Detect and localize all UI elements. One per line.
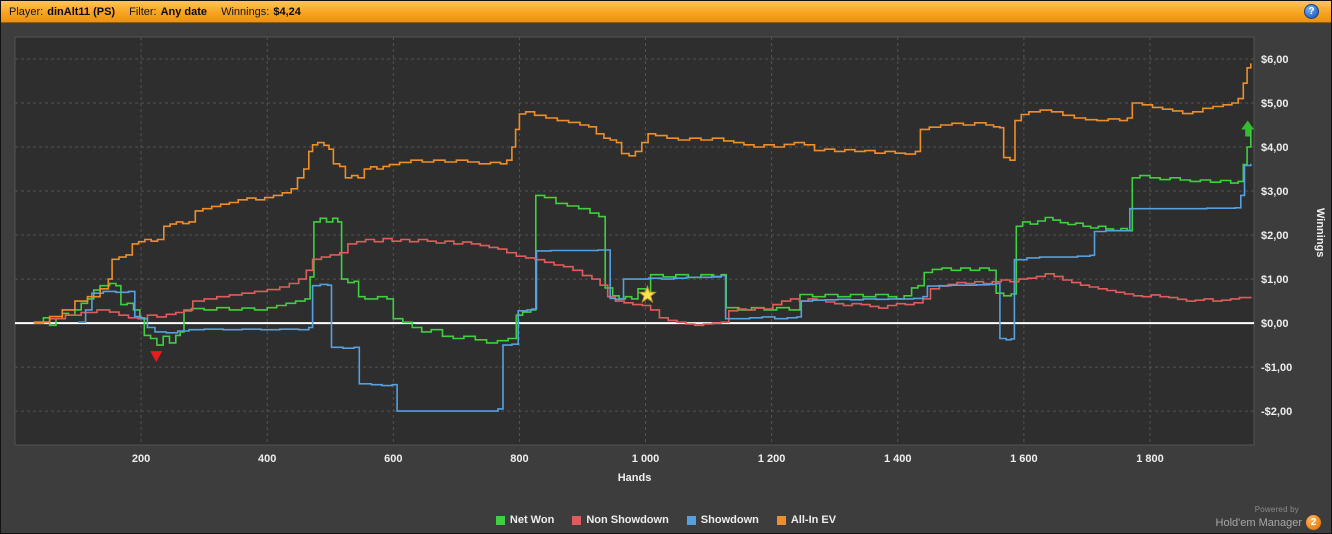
player-label: Player: xyxy=(9,5,44,18)
svg-text:$5,00: $5,00 xyxy=(1261,98,1289,110)
svg-text:-$2,00: -$2,00 xyxy=(1261,406,1292,418)
svg-text:$1,00: $1,00 xyxy=(1261,274,1289,286)
svg-text:600: 600 xyxy=(384,453,402,465)
player-value: dinAlt11 (PS) xyxy=(47,5,116,18)
filter-value: Any date xyxy=(160,5,208,18)
legend-swatch xyxy=(572,515,582,525)
svg-text:$4,00: $4,00 xyxy=(1261,142,1289,154)
legend: Net Won Non Showdown Showdown All-In EV xyxy=(1,514,1331,526)
legend-swatch xyxy=(495,515,505,525)
legend-label: Non Showdown xyxy=(586,514,669,526)
legend-item-non-showdown[interactable]: Non Showdown xyxy=(572,514,669,526)
legend-label: Showdown xyxy=(700,514,759,526)
x-axis-title: Hands xyxy=(617,472,652,484)
legend-swatch xyxy=(776,515,786,525)
powered-by: Powered by Hold'em Manager 2 xyxy=(1216,505,1321,530)
legend-item-all-in-ev[interactable]: All-In EV xyxy=(776,514,837,526)
chart-panel: 200 400 600 800 1 000 1 200 1 400 1 600 1 800 $6,… xyxy=(1,23,1331,533)
question-mark-icon: ? xyxy=(1308,5,1315,17)
brand-name: Hold'em Manager xyxy=(1215,516,1302,529)
svg-text:$0,00: $0,00 xyxy=(1261,318,1289,330)
filter-label: Filter: xyxy=(129,5,157,18)
legend-label: Net Won xyxy=(509,514,555,526)
winnings-value: $4,24 xyxy=(273,5,301,18)
legend-swatch xyxy=(686,515,696,525)
legend-label: All-In EV xyxy=(790,514,837,526)
winnings-graph: 200 400 600 800 1 000 1 200 1 400 1 600 1 800 $6,… xyxy=(14,36,1292,465)
svg-text:$2,00: $2,00 xyxy=(1261,230,1289,242)
legend-item-net-won[interactable]: Net Won xyxy=(495,514,555,526)
svg-text:1 200: 1 200 xyxy=(758,453,786,465)
svg-text:$3,00: $3,00 xyxy=(1261,186,1289,198)
svg-text:-$1,00: -$1,00 xyxy=(1261,362,1292,374)
titlebar: Player: dinAlt11 (PS) Filter: Any date W… xyxy=(1,1,1331,23)
svg-text:200: 200 xyxy=(132,453,150,465)
svg-text:$6,00: $6,00 xyxy=(1261,54,1289,66)
powered-by-label: Powered by xyxy=(1254,505,1299,514)
y-axis-title: Winnings xyxy=(1314,208,1326,258)
svg-text:1 800: 1 800 xyxy=(1136,453,1164,465)
svg-text:800: 800 xyxy=(510,453,528,465)
svg-text:1 600: 1 600 xyxy=(1010,453,1038,465)
hm2-logo-icon: 2 xyxy=(1306,515,1321,530)
help-button[interactable]: ? xyxy=(1304,4,1319,19)
svg-text:400: 400 xyxy=(258,453,276,465)
legend-item-showdown[interactable]: Showdown xyxy=(686,514,759,526)
svg-text:1 400: 1 400 xyxy=(884,453,912,465)
winnings-label: Winnings: xyxy=(221,5,270,18)
svg-text:1 000: 1 000 xyxy=(632,453,660,465)
